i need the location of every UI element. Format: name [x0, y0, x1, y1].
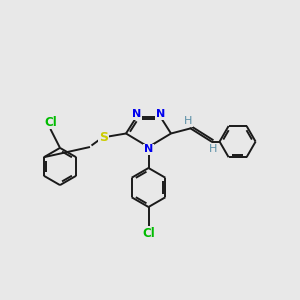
- Text: N: N: [144, 144, 153, 154]
- Text: H: H: [209, 143, 217, 154]
- Text: N: N: [132, 109, 141, 119]
- Text: H: H: [184, 116, 192, 127]
- Text: Cl: Cl: [142, 227, 155, 240]
- Text: S: S: [99, 131, 108, 144]
- Text: Cl: Cl: [44, 116, 57, 129]
- Text: N: N: [156, 109, 165, 119]
